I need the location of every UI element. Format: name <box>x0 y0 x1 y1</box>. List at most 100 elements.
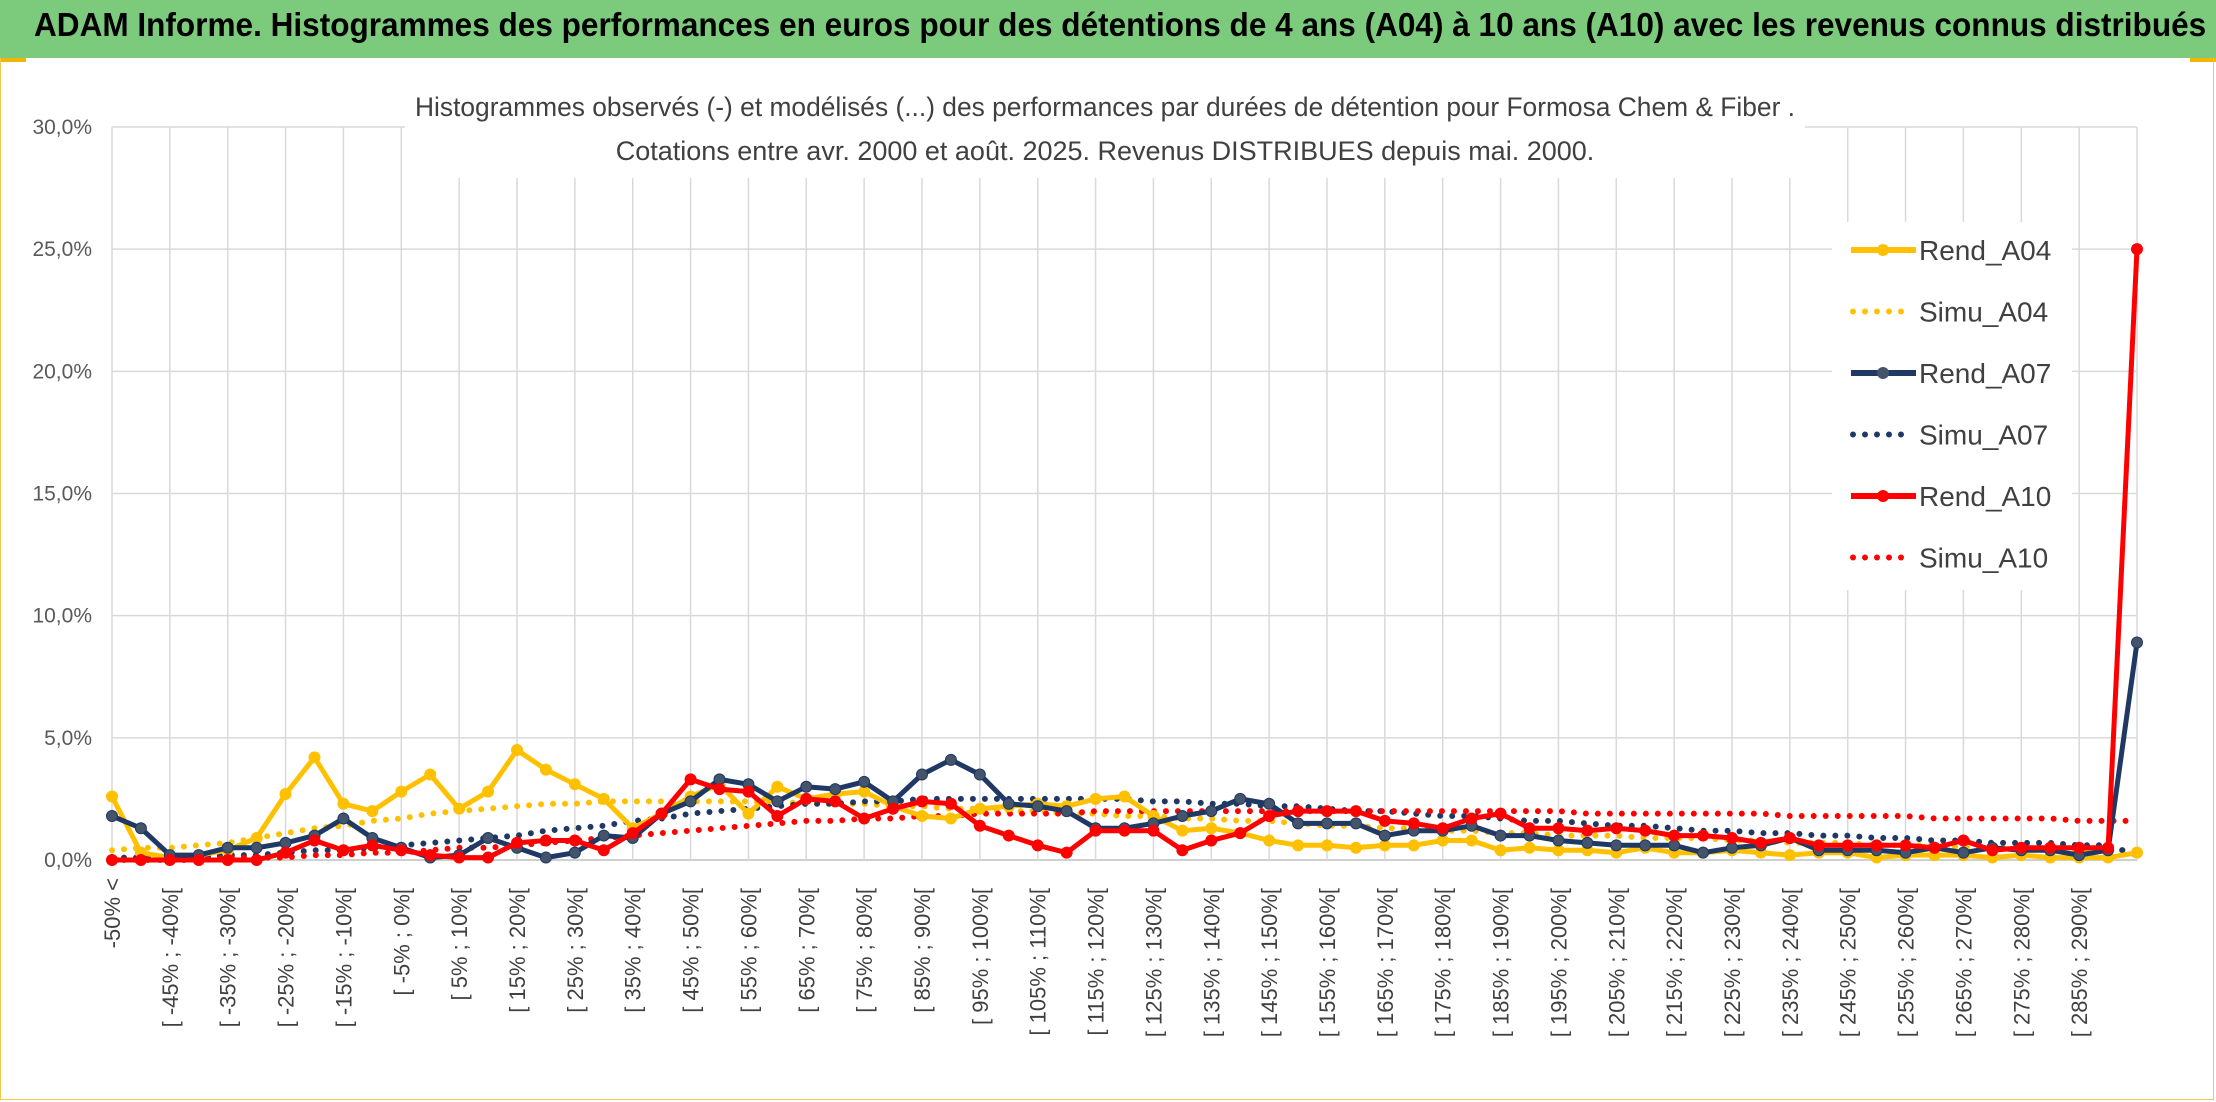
x-tick-label: [ 225% ; 230%[ <box>1720 888 1745 1037</box>
data-point <box>453 851 466 864</box>
x-tick-label: [ -45% ; -40%[ <box>158 888 183 1027</box>
data-point <box>858 812 871 825</box>
data-point <box>1031 800 1044 813</box>
x-tick-label: [ 125% ; 130%[ <box>1141 888 1166 1037</box>
data-point <box>2073 841 2086 854</box>
data-point <box>1639 839 1652 852</box>
x-tick-label: [ -5% ; 0%[ <box>389 888 414 996</box>
data-point <box>1957 834 1970 847</box>
data-point <box>1465 812 1478 825</box>
legend-label: Simu_A07 <box>1919 420 2048 451</box>
data-point <box>337 844 350 857</box>
data-point <box>1407 839 1420 852</box>
data-point <box>800 780 813 793</box>
legend-label: Simu_A10 <box>1919 543 2048 574</box>
data-point <box>511 836 523 849</box>
y-tick-label: 15,0% <box>32 483 92 506</box>
data-point <box>1031 839 1044 852</box>
data-point <box>134 822 147 835</box>
data-point <box>1263 810 1276 823</box>
data-point <box>1060 846 1073 859</box>
data-point <box>944 797 957 810</box>
legend-label: Simu_A04 <box>1919 297 2048 328</box>
data-point <box>1378 814 1391 827</box>
data-point <box>2102 841 2115 854</box>
x-tick-label: [ -15% ; -10%[ <box>331 888 356 1027</box>
x-tick-label: [ 65% ; 70%[ <box>794 888 819 1013</box>
data-point <box>308 834 321 847</box>
data-point <box>1610 839 1623 852</box>
data-point <box>1610 822 1623 835</box>
data-point <box>106 854 118 866</box>
x-tick-label: [ 265% ; 270%[ <box>1951 888 1976 1037</box>
series-rend-a10 <box>106 243 2143 866</box>
legend-item: Rend_A07 <box>1851 358 2051 389</box>
legend-marker <box>1877 244 1889 256</box>
data-point <box>1321 839 1333 852</box>
data-point <box>1697 846 1710 859</box>
data-point <box>1176 844 1189 857</box>
data-point <box>597 829 610 842</box>
data-point <box>250 841 263 854</box>
data-point <box>539 851 552 864</box>
data-point <box>771 780 784 793</box>
data-point <box>1870 839 1883 852</box>
data-point <box>1581 836 1594 849</box>
data-point <box>1060 805 1073 818</box>
data-point <box>1928 841 1941 854</box>
data-point <box>279 846 292 859</box>
x-tick-label: -50% < <box>100 878 125 948</box>
legend-item: Rend_A04 <box>1851 235 2051 266</box>
y-tick-label: 0,0% <box>44 849 92 872</box>
data-point <box>568 846 581 859</box>
y-axis-ticks: 0,0% 5,0% 10,0% 15,0% 20,0% 25,0% 30,0% <box>32 116 92 872</box>
legend-label: Rend_A04 <box>1919 235 2051 266</box>
legend-item: Simu_A07 <box>1850 420 2048 451</box>
data-point <box>2131 243 2143 256</box>
data-point <box>2044 841 2057 854</box>
data-point <box>2131 636 2143 649</box>
data-point <box>1205 805 1218 818</box>
data-point <box>1697 829 1710 842</box>
data-point <box>1783 832 1796 845</box>
data-point <box>366 805 379 818</box>
x-tick-label: [ 25% ; 30%[ <box>563 888 588 1013</box>
legend-label: Rend_A07 <box>1919 358 2051 389</box>
data-point <box>1668 829 1681 842</box>
data-point <box>1147 824 1160 837</box>
data-point <box>887 802 900 815</box>
legend-box <box>1832 222 2072 590</box>
data-point <box>453 802 466 815</box>
data-point <box>771 810 784 823</box>
series-layer <box>106 243 2143 866</box>
data-point <box>655 807 668 820</box>
data-point <box>713 783 726 796</box>
series-line <box>109 795 2140 861</box>
x-tick-label: [ 85% ; 90%[ <box>910 888 935 1013</box>
x-tick-label: [ 155% ; 160%[ <box>1315 888 1340 1037</box>
x-tick-label: [ 245% ; 250%[ <box>1836 888 1861 1037</box>
data-point <box>1263 797 1276 810</box>
data-point <box>279 788 292 801</box>
data-point <box>684 795 697 808</box>
data-point <box>1754 836 1767 849</box>
y-tick-label: 5,0% <box>44 727 92 750</box>
data-point <box>221 841 234 854</box>
data-point <box>250 854 263 866</box>
data-point <box>973 802 986 815</box>
title-background <box>405 82 1805 178</box>
x-tick-label: [ 5% ; 10%[ <box>447 888 472 1001</box>
x-tick-label: [ 75% ; 80%[ <box>852 888 877 1013</box>
y-tick-label: 25,0% <box>32 238 92 261</box>
data-point <box>568 778 581 791</box>
data-point <box>1841 839 1854 852</box>
legend-marker <box>1877 367 1889 379</box>
data-point <box>1292 805 1305 818</box>
data-point <box>1639 824 1652 837</box>
data-point <box>568 834 581 847</box>
data-point <box>482 851 495 864</box>
data-point <box>858 775 871 788</box>
data-point <box>829 783 842 796</box>
data-point <box>482 785 495 798</box>
data-point <box>1581 824 1594 837</box>
